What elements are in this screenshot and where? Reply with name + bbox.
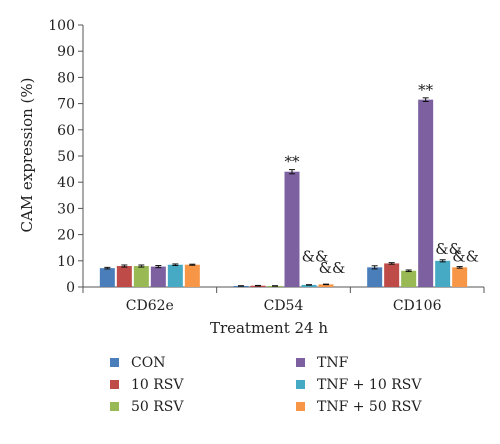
legend-label: TNF + 10 RSV xyxy=(317,377,422,393)
bar xyxy=(133,266,149,287)
bar xyxy=(284,171,300,287)
y-tick-label: 50 xyxy=(57,149,75,165)
legend-label: TNF + 50 RSV xyxy=(317,399,422,415)
y-tick-label: 40 xyxy=(57,175,75,191)
x-tick-label: CD62e xyxy=(126,298,174,314)
legend-swatch xyxy=(110,358,119,367)
legend: CON 10 RSV 50 RSV TNF TNF + 10 RSV TNF + 50 R… xyxy=(110,355,422,415)
bar xyxy=(452,267,468,287)
legend-label: TNF xyxy=(317,355,349,371)
x-axis-title: Treatment 24 h xyxy=(210,319,328,337)
plot-area: 0102030405060708090100CD62e**&&&&CD54**&… xyxy=(48,18,485,314)
significance-annotation: && xyxy=(435,240,462,258)
x-tick-label: CD106 xyxy=(393,298,442,314)
bar xyxy=(384,263,400,287)
bar xyxy=(418,99,434,287)
significance-annotation: && xyxy=(319,259,346,277)
bar xyxy=(318,284,334,287)
legend-swatch xyxy=(296,358,305,367)
y-tick-label: 70 xyxy=(57,97,75,113)
y-tick-label: 90 xyxy=(57,44,75,60)
y-tick-label: 10 xyxy=(57,254,75,270)
bar xyxy=(367,267,383,287)
bar xyxy=(150,266,166,287)
legend-label: CON xyxy=(131,355,165,371)
bar xyxy=(401,270,417,287)
significance-annotation: ** xyxy=(285,153,301,171)
bar xyxy=(99,268,115,287)
legend-swatch xyxy=(296,402,305,411)
y-tick-label: 30 xyxy=(57,201,75,217)
y-tick-label: 60 xyxy=(57,123,75,139)
significance-annotation: ** xyxy=(418,81,434,99)
significance-annotation: && xyxy=(452,248,479,266)
x-tick-label: CD54 xyxy=(264,298,304,314)
y-tick-label: 0 xyxy=(66,280,75,296)
bar xyxy=(116,266,132,287)
bar xyxy=(184,264,200,287)
legend-swatch xyxy=(110,380,119,389)
bar xyxy=(301,284,317,287)
bar xyxy=(435,260,451,287)
y-tick-label: 80 xyxy=(57,70,75,86)
y-tick-label: 20 xyxy=(57,228,75,244)
legend-label: 10 RSV xyxy=(131,377,184,393)
significance-annotation: && xyxy=(302,248,329,266)
y-axis-title: CAM expression (%) xyxy=(18,77,36,232)
legend-swatch xyxy=(110,402,119,411)
bar xyxy=(167,264,183,287)
legend-swatch xyxy=(296,380,305,389)
legend-label: 50 RSV xyxy=(131,399,184,415)
y-tick-label: 100 xyxy=(48,18,75,34)
